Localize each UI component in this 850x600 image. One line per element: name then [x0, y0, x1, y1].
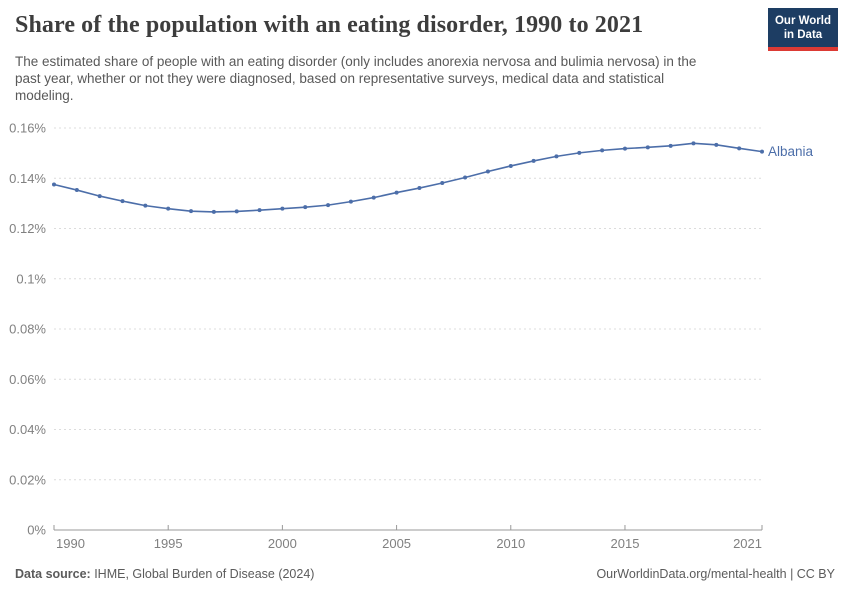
x-axis-tick-label: 2021 — [733, 536, 762, 551]
data-point — [417, 186, 422, 191]
data-point — [668, 143, 673, 148]
data-point — [600, 148, 605, 153]
data-point — [440, 181, 445, 186]
data-point — [485, 169, 490, 174]
data-point — [760, 149, 764, 154]
x-axis-tick-label: 2005 — [382, 536, 411, 551]
data-point — [211, 209, 216, 214]
y-axis-tick-label: 0.04% — [9, 422, 46, 437]
data-source-value: IHME, Global Burden of Disease (2024) — [90, 567, 315, 581]
owid-logo[interactable]: Our World in Data — [768, 8, 838, 51]
data-point — [645, 145, 650, 150]
data-point — [622, 146, 627, 151]
data-point — [303, 205, 308, 210]
data-point — [531, 158, 536, 163]
data-point — [52, 182, 56, 187]
data-point — [189, 209, 194, 214]
x-axis-tick-label: 2000 — [268, 536, 297, 551]
chart-footer: Data source: IHME, Global Burden of Dise… — [15, 567, 835, 581]
data-point — [737, 146, 742, 151]
data-source: Data source: IHME, Global Burden of Dise… — [15, 567, 314, 581]
y-axis-tick-label: 0% — [27, 523, 46, 538]
y-axis-tick-label: 0.06% — [9, 372, 46, 387]
data-point — [74, 188, 79, 193]
page-title: Share of the population with an eating d… — [15, 12, 644, 38]
y-axis-tick-label: 0.16% — [9, 121, 46, 136]
data-point — [257, 208, 262, 213]
data-point — [280, 206, 285, 211]
data-point — [371, 195, 376, 200]
data-point — [394, 190, 399, 195]
data-point — [508, 163, 513, 168]
y-axis-tick-label: 0.02% — [9, 472, 46, 487]
x-axis-tick-label: 2010 — [496, 536, 525, 551]
data-point — [691, 141, 696, 146]
owid-logo-line1: Our World — [774, 15, 831, 27]
y-axis-tick-label: 0.08% — [9, 322, 46, 337]
series-entity-label: Albania — [768, 144, 814, 159]
chart-subtitle: The estimated share of people with an ea… — [15, 54, 697, 103]
x-axis-tick-label: 1995 — [154, 536, 183, 551]
x-axis-tick-label: 1990 — [56, 536, 85, 551]
owid-logo-line2: in Data — [783, 29, 823, 41]
data-point — [166, 206, 171, 211]
data-point — [120, 199, 125, 204]
series-line — [53, 142, 763, 213]
data-point — [714, 142, 719, 147]
y-axis-tick-label: 0.12% — [9, 221, 46, 236]
data-point — [326, 203, 331, 208]
data-point — [463, 175, 468, 180]
y-axis-tick-label: 0.14% — [9, 171, 46, 186]
data-point — [577, 150, 582, 155]
y-axis-tick-label: 0.1% — [16, 271, 46, 286]
data-point — [554, 154, 559, 159]
data-point — [143, 203, 148, 208]
data-point — [97, 194, 102, 199]
data-point — [234, 209, 239, 214]
credit-link[interactable]: OurWorldinData.org/mental-health | CC BY — [596, 567, 835, 581]
data-source-label: Data source: — [15, 567, 91, 581]
data-point — [348, 199, 353, 204]
x-axis-tick-label: 2015 — [611, 536, 640, 551]
